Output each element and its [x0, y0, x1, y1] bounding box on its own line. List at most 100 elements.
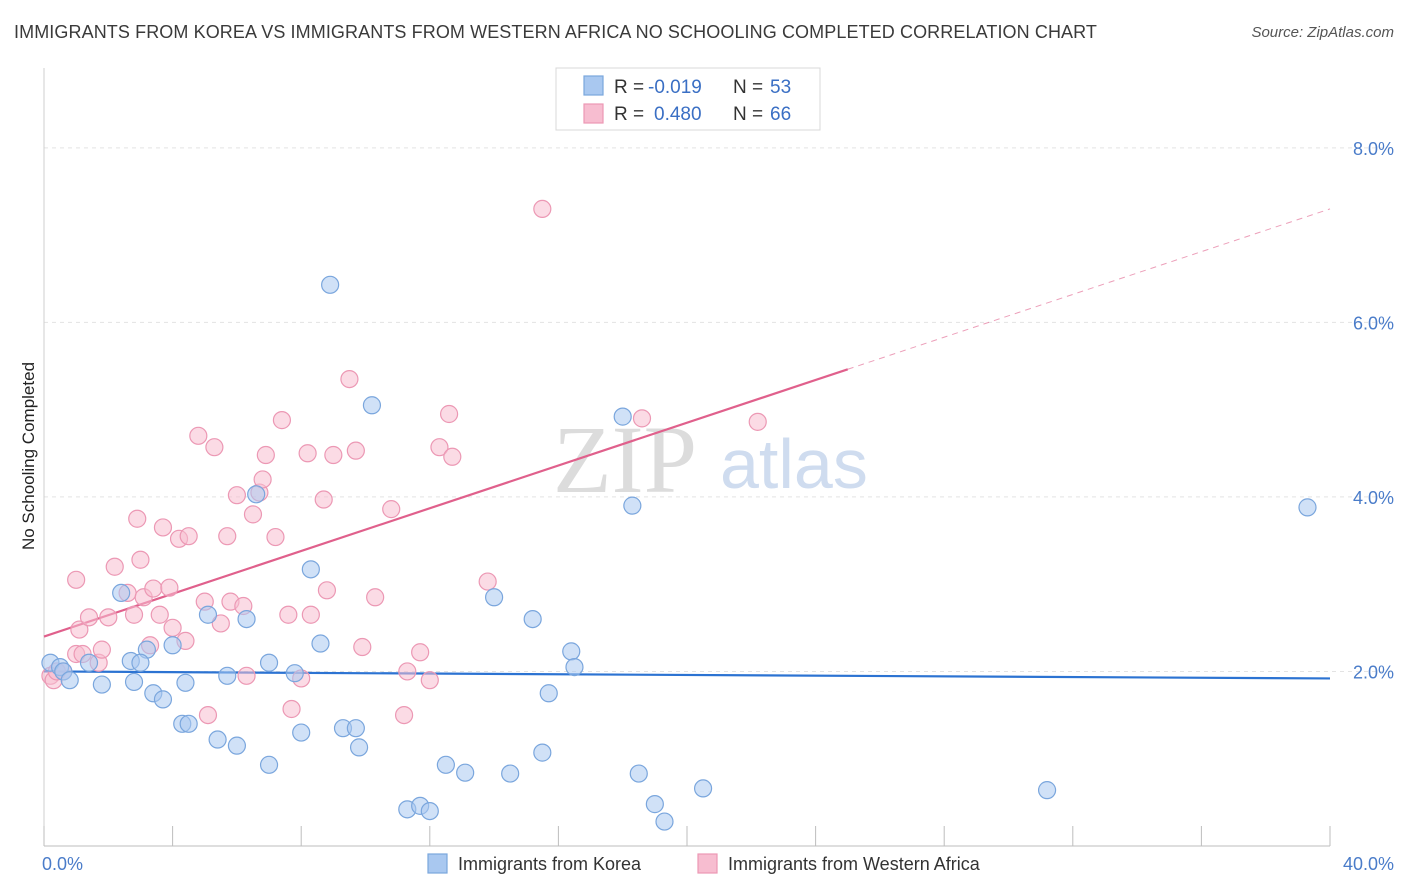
axes	[43, 68, 1331, 847]
legend-wafrica-n-value: 66	[770, 104, 791, 125]
korea-point-20	[227, 736, 246, 755]
korea-point-4	[79, 653, 99, 672]
legend-korea-n-label: N =	[733, 77, 763, 98]
legend-korea-n-value: 53	[770, 77, 791, 98]
korea-point-49	[645, 795, 664, 814]
wafrica-point-58	[411, 643, 430, 662]
trend-korea-solid	[43, 670, 1331, 680]
korea-point-22	[247, 485, 266, 504]
gridlines	[44, 147, 1392, 672]
korea-point-28	[311, 634, 330, 653]
korea-point-41	[523, 609, 542, 629]
korea-point-51	[693, 779, 713, 798]
wafrica-point-64	[533, 199, 552, 219]
korea-point-10	[131, 653, 150, 672]
wafrica-point-54	[366, 588, 385, 607]
korea-point-6	[112, 583, 131, 603]
wafrica-point-37	[243, 505, 263, 524]
wafrica-point-53	[353, 637, 372, 657]
wafrica-point-32	[218, 527, 237, 546]
wafrica-point-48	[314, 490, 333, 509]
korea-point-33	[362, 396, 382, 415]
wafrica-point-51	[340, 369, 359, 389]
wafrica-point-36	[237, 666, 256, 685]
legend-wafrica-n-label: N =	[733, 104, 763, 125]
korea-point-42	[533, 743, 552, 762]
korea-point-13	[163, 636, 182, 655]
korea-point-27	[301, 560, 320, 579]
korea-point-47	[623, 496, 642, 515]
wafrica-point-22	[160, 578, 179, 597]
korea-point-40	[501, 764, 520, 783]
wafrica-point-10	[92, 640, 111, 659]
legend-swatch-wafrica	[583, 103, 604, 124]
series-legend: Immigrants from Korea Immigrants from We…	[427, 853, 981, 874]
wafrica-point-27	[189, 426, 208, 445]
wafrica-point-55	[382, 500, 401, 519]
korea-point-50	[655, 812, 674, 831]
wafrica-point-30	[205, 438, 224, 457]
legend-korea-r-value: -0.019	[648, 77, 702, 98]
bottom-legend-wafrica: Immigrants from Western Africa	[728, 854, 981, 874]
wafrica-point-50	[324, 445, 343, 465]
wafrica-point-20	[150, 605, 169, 624]
wafrica-point-34	[227, 486, 246, 505]
wafrica-point-61	[439, 404, 459, 424]
korea-point-25	[285, 664, 304, 683]
y-axis-label: No Schooling Completed	[19, 362, 38, 550]
korea-point-26	[292, 723, 311, 742]
wafrica-point-42	[272, 411, 292, 430]
x-tick-label-max: 40.0%	[1343, 854, 1394, 874]
wafrica-point-46	[298, 444, 317, 463]
korea-point-32	[349, 738, 369, 757]
source-label: Source: ZipAtlas.com	[1251, 24, 1394, 41]
wafrica-point-19	[144, 579, 163, 598]
wafrica-point-16	[131, 550, 150, 569]
korea-point-36	[420, 801, 439, 821]
legend-wafrica-r-value: 0.480	[654, 104, 702, 125]
wafrica-point-63	[478, 572, 497, 591]
wafrica-point-31	[211, 614, 230, 633]
wafrica-point-60	[430, 438, 449, 457]
wafrica-point-15	[128, 509, 147, 528]
wafrica-point-29	[198, 705, 218, 725]
korea-point-53	[1298, 498, 1317, 517]
y-tick-label-2: 6.0%	[1353, 313, 1394, 333]
wafrica-point-65	[632, 409, 652, 428]
korea-point-5	[92, 675, 111, 694]
y-tick-labels: 2.0% 4.0% 6.0% 8.0%	[1353, 139, 1394, 683]
wafrica-point-40	[256, 445, 275, 465]
wafrica-point-23	[163, 618, 182, 637]
korea-point-7	[124, 672, 144, 692]
wafrica-point-57	[398, 662, 417, 681]
wafrica-point-21	[153, 518, 173, 537]
korea-point-46	[613, 407, 632, 426]
korea-point-29	[321, 275, 340, 294]
bottom-legend-swatch-wafrica	[697, 853, 718, 874]
bottom-legend-korea: Immigrants from Korea	[458, 854, 642, 874]
wafrica-point-43	[279, 605, 298, 624]
korea-point-16	[176, 673, 195, 692]
wafrica-point-26	[179, 527, 198, 546]
wafrica-point-66	[748, 412, 767, 431]
korea-point-15	[179, 714, 198, 733]
wafrica-point-41	[266, 527, 285, 547]
wafrica-point-11	[99, 608, 118, 627]
wafrica-point-8	[79, 608, 99, 627]
wafrica-point-14	[124, 605, 144, 624]
trend-wafrica-dashed	[847, 208, 1331, 370]
korea-point-31	[346, 719, 365, 738]
series-wafrica-points	[41, 199, 767, 725]
korea-point-19	[218, 666, 237, 685]
y-tick-label-1: 4.0%	[1353, 488, 1394, 508]
legend-swatch-korea	[583, 75, 604, 96]
korea-point-43	[539, 684, 558, 703]
x-tick-label-min: 0.0%	[42, 854, 83, 874]
korea-point-45	[565, 657, 584, 677]
korea-point-23	[259, 653, 279, 672]
y-tick-label-3: 8.0%	[1353, 139, 1394, 159]
korea-point-21	[237, 609, 256, 629]
korea-point-3	[60, 671, 79, 690]
wafrica-point-44	[282, 699, 301, 719]
